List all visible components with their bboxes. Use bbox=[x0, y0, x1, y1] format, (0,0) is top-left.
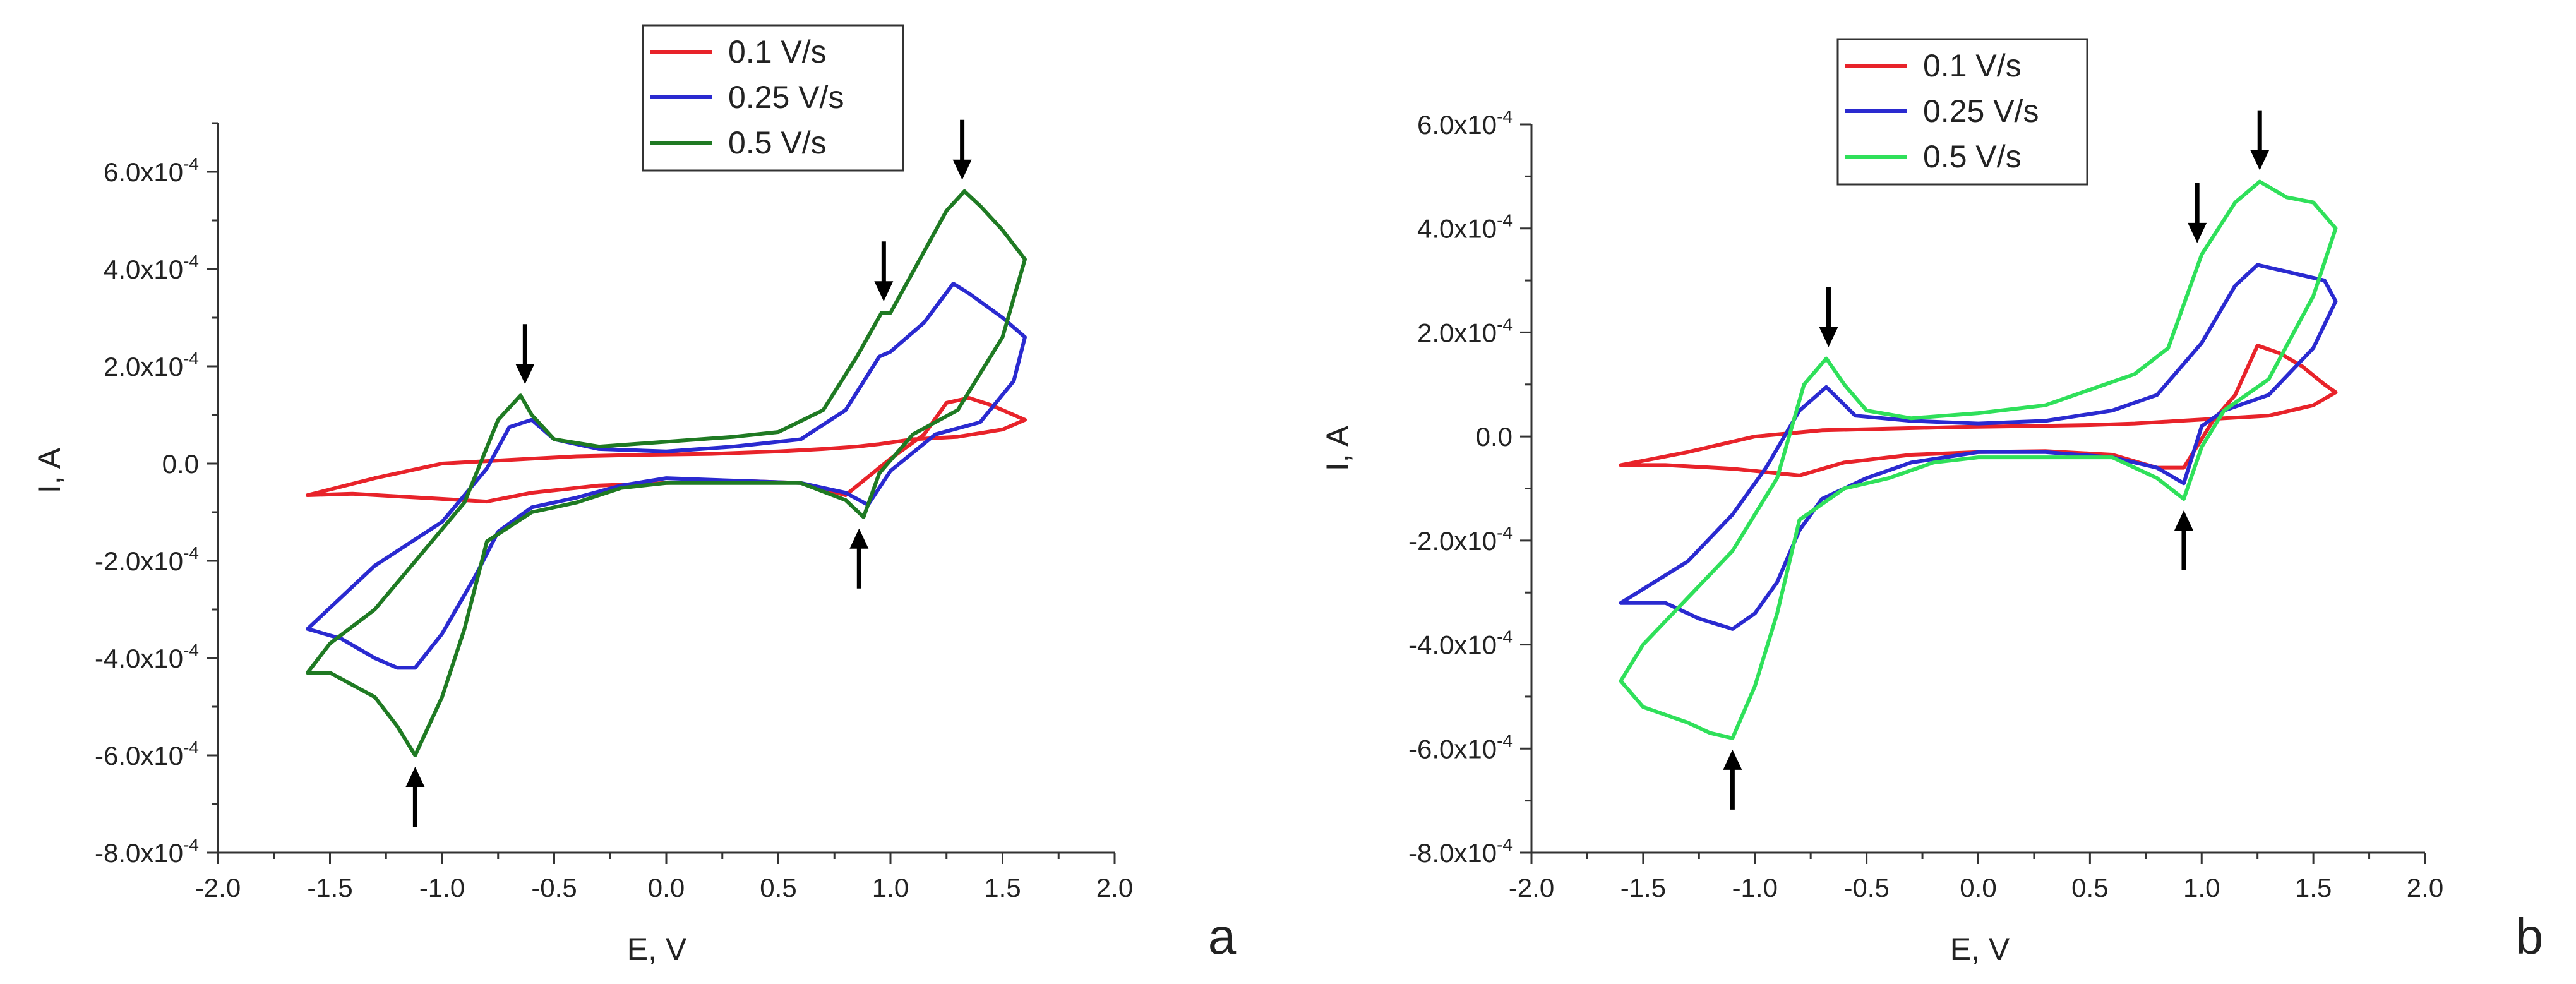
legend-label: 0.5 V/s bbox=[1923, 139, 2022, 174]
x-tick-label: -0.5 bbox=[1843, 873, 1889, 903]
x-tick-label: -0.5 bbox=[531, 873, 577, 903]
y-tick-label: -2.0x10-4 bbox=[1408, 523, 1513, 556]
legend-label: 0.25 V/s bbox=[1923, 93, 2039, 129]
y-tick-label: -2.0x10-4 bbox=[95, 543, 199, 576]
panel-letter: b bbox=[2515, 908, 2544, 964]
arrow-head bbox=[2250, 150, 2270, 171]
series-line-2 bbox=[306, 282, 1027, 670]
x-tick-label: 0.5 bbox=[760, 873, 796, 903]
x-tick-label: -2.0 bbox=[1509, 873, 1554, 903]
x-axis-title: E, V bbox=[627, 932, 687, 967]
chart-panel-b: -2.0 -1.5 -1.0 -0.5 0.0 0.5 1.0 1.5 2.0 -8.0x10-4… bbox=[1320, 38, 2544, 967]
x-tick-label: 0.0 bbox=[648, 873, 685, 903]
up-arrow-icon bbox=[405, 767, 425, 827]
chart-panel-a: -2.0 -1.5 -1.0 -0.5 0.0 0.5 1.0 1.5 2.0 -8.0x10-4… bbox=[32, 24, 1237, 967]
series-line-3 bbox=[306, 189, 1027, 757]
y-tick-label: 0.0 bbox=[1476, 422, 1513, 452]
y-tick-label: -4.0x10-4 bbox=[1408, 627, 1513, 660]
y-tick-label: -6.0x10-4 bbox=[1408, 731, 1513, 764]
x-tick-label: 0.0 bbox=[1960, 873, 1996, 903]
x-tick-label: 1.5 bbox=[2295, 873, 2332, 903]
legend: 0.1 V/s 0.25 V/s 0.5 V/s bbox=[642, 24, 904, 172]
y-axis-title: I, A bbox=[32, 447, 67, 493]
x-tick-label: 2.0 bbox=[2407, 873, 2443, 903]
x-tick-label: 0.5 bbox=[2071, 873, 2108, 903]
y-tick-label: 2.0x10-4 bbox=[104, 349, 199, 381]
y-tick-label: -6.0x10-4 bbox=[95, 738, 199, 771]
y-tick-label: 4.0x10-4 bbox=[1417, 211, 1513, 244]
series-line-3 bbox=[1619, 179, 2338, 740]
up-arrow-icon bbox=[849, 528, 869, 589]
y-tick-label: 0.0 bbox=[162, 449, 199, 479]
arrow-head bbox=[1819, 327, 1838, 347]
x-tick-label: 1.5 bbox=[984, 873, 1021, 903]
legend-label: 0.25 V/s bbox=[728, 80, 844, 115]
y-axis-title: I, A bbox=[1320, 425, 1355, 471]
arrow-head bbox=[874, 281, 894, 302]
x-tick-label: 1.0 bbox=[872, 873, 909, 903]
arrow-head bbox=[2174, 510, 2193, 531]
arrow-head bbox=[849, 528, 869, 549]
x-tick-label: -1.5 bbox=[307, 873, 352, 903]
arrow-head bbox=[2188, 222, 2207, 243]
down-arrow-icon bbox=[1819, 287, 1838, 347]
x-tick-label: 1.0 bbox=[2183, 873, 2220, 903]
legend-label: 0.1 V/s bbox=[728, 34, 827, 69]
down-arrow-icon bbox=[952, 119, 972, 180]
down-arrow-icon bbox=[2188, 183, 2207, 243]
panel-letter: a bbox=[1208, 908, 1237, 964]
x-tick-label: -1.0 bbox=[419, 873, 465, 903]
down-arrow-icon bbox=[2250, 110, 2270, 171]
up-arrow-icon bbox=[1723, 749, 1742, 810]
x-tick-label: -2.0 bbox=[195, 873, 241, 903]
legend-box bbox=[642, 24, 904, 172]
x-tick-label: -1.0 bbox=[1732, 873, 1778, 903]
arrow-head bbox=[952, 159, 972, 180]
y-tick-label: -4.0x10-4 bbox=[95, 640, 199, 673]
arrow-head bbox=[515, 364, 535, 385]
arrow-head bbox=[1723, 749, 1742, 770]
series-line-1 bbox=[1619, 344, 2338, 477]
legend: 0.1 V/s 0.25 V/s 0.5 V/s bbox=[1836, 38, 2088, 186]
down-arrow-icon bbox=[515, 324, 535, 385]
x-tick-label: -1.5 bbox=[1620, 873, 1666, 903]
y-tick-label: 2.0x10-4 bbox=[1417, 315, 1513, 347]
legend-label: 0.1 V/s bbox=[1923, 48, 2022, 83]
y-tick-label: -8.0x10-4 bbox=[1408, 835, 1513, 868]
y-tick-label: -8.0x10-4 bbox=[95, 835, 199, 868]
y-tick-label: 6.0x10-4 bbox=[104, 154, 199, 187]
x-tick-label: 2.0 bbox=[1096, 873, 1133, 903]
y-tick-label: 4.0x10-4 bbox=[104, 251, 199, 284]
series-line-1 bbox=[306, 396, 1027, 504]
arrow-head bbox=[405, 767, 425, 787]
down-arrow-icon bbox=[874, 241, 894, 302]
x-axis-title: E, V bbox=[1950, 932, 2010, 967]
up-arrow-icon bbox=[2174, 510, 2193, 570]
series-line-2 bbox=[1619, 263, 2338, 631]
y-tick-label: 6.0x10-4 bbox=[1417, 107, 1513, 140]
legend-label: 0.5 V/s bbox=[728, 125, 827, 160]
